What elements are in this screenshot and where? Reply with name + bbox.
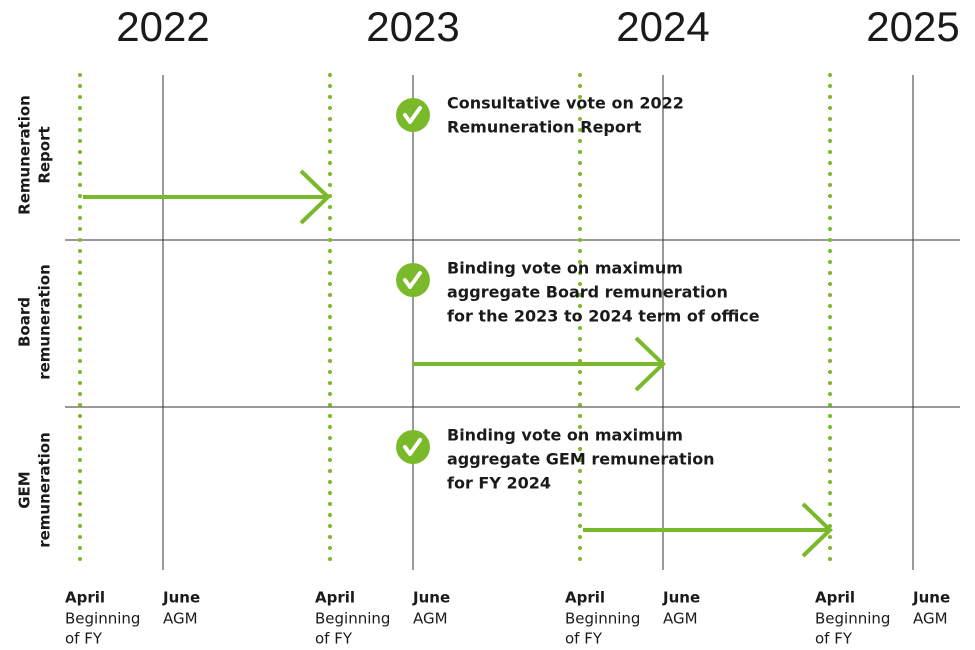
row-label: Report: [36, 126, 54, 183]
check-mark: [403, 271, 422, 289]
axis-subtitle: of FY: [815, 630, 853, 648]
axis-subtitle: Beginning: [65, 610, 140, 628]
vote-text: for the 2023 to 2024 term of office: [447, 307, 760, 326]
axis-subtitle: AGM: [913, 610, 948, 628]
axis-subtitle: AGM: [663, 610, 698, 628]
axis-title: April: [65, 589, 105, 607]
row-label: GEM: [16, 471, 34, 509]
vote-text: aggregate GEM remuneration: [447, 450, 715, 469]
axis-subtitle: Beginning: [315, 610, 390, 628]
arrow-head: [634, 336, 666, 392]
vote-text: Binding vote on maximum: [447, 259, 683, 278]
axis-subtitle: of FY: [565, 630, 603, 648]
axis-title: April: [815, 589, 855, 607]
row-label: remuneration: [36, 264, 54, 380]
check-mark: [403, 106, 422, 124]
axis-title: June: [162, 589, 200, 607]
year-label: 2023: [366, 3, 459, 50]
axis-subtitle: of FY: [65, 630, 103, 648]
row-label: remuneration: [36, 432, 54, 548]
year-label: 2024: [616, 3, 709, 50]
axis-title: June: [662, 589, 700, 607]
year-label: 2025: [866, 3, 959, 50]
axis-title: April: [315, 589, 355, 607]
axis-subtitle: AGM: [163, 610, 198, 628]
vote-text: Binding vote on maximum: [447, 426, 683, 445]
axis-title: April: [565, 589, 605, 607]
vote-text: Consultative vote on 2022: [447, 94, 684, 113]
vote-text: Remuneration Report: [447, 118, 642, 137]
axis-subtitle: Beginning: [815, 610, 890, 628]
axis-title: June: [412, 589, 450, 607]
axis-subtitle: Beginning: [565, 610, 640, 628]
arrow-head: [801, 502, 833, 558]
arrow-head: [299, 169, 331, 225]
year-label: 2022: [116, 3, 209, 50]
grid: [65, 239, 960, 408]
vote-text: aggregate Board remuneration: [447, 283, 728, 302]
axis-subtitle: AGM: [413, 610, 448, 628]
vote-text: for FY 2024: [447, 474, 551, 493]
axis-title: June: [912, 589, 950, 607]
check-mark: [403, 438, 422, 456]
row-label: Remuneration: [16, 95, 34, 215]
row-label: Board: [16, 297, 34, 347]
axis-subtitle: of FY: [315, 630, 353, 648]
